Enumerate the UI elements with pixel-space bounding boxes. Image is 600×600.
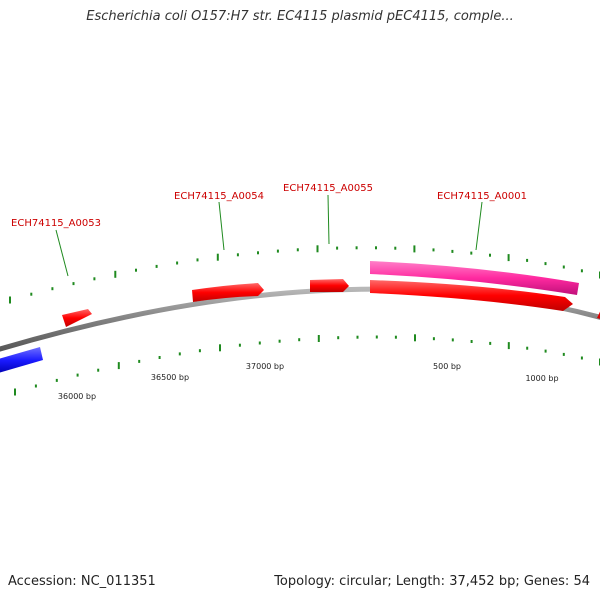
leader-line-a0055 (327, 194, 330, 245)
accession-value: NC_011351 (80, 574, 156, 589)
ticks-group (9, 245, 600, 396)
genes-value: 54 (573, 574, 590, 589)
leader-line-a0053 (55, 229, 69, 277)
leader-line-a0054 (218, 201, 225, 251)
gene-ech74115-a0055[interactable] (310, 279, 349, 292)
bp-label-37000: 37000 bp (246, 362, 284, 371)
bp-label-36000: 36000 bp (58, 392, 96, 401)
gene-label-a0055[interactable]: ECH74115_A0055 (283, 183, 373, 194)
gene-label-a0054[interactable]: ECH74115_A0054 (174, 191, 264, 202)
topology-value: circular (339, 574, 388, 589)
gene-ech74115-a0053[interactable] (62, 309, 92, 327)
gene-label-a0053[interactable]: ECH74115_A0053 (11, 218, 101, 229)
gene-partial-right[interactable] (597, 303, 600, 320)
gene-reverse-blue[interactable] (0, 347, 43, 374)
gene-ech74115-a0054[interactable] (192, 283, 264, 302)
leader-line-a0001 (475, 201, 483, 251)
accession-label: Accession: (8, 574, 77, 589)
map-title: Escherichia coli O157:H7 str. EC4115 pla… (86, 9, 514, 24)
bp-label-500: 500 bp (433, 362, 461, 371)
gene-label-a0001[interactable]: ECH74115_A0001 (437, 191, 527, 202)
bp-label-1000: 1000 bp (525, 374, 558, 383)
accession-info: Accession: NC_011351 (8, 574, 156, 589)
topology-summary: Topology: circular; Length: 37,452 bp; G… (274, 574, 590, 589)
length-label: Length: (395, 574, 446, 589)
gene-forward-long[interactable] (370, 280, 573, 311)
length-value: 37,452 bp (449, 574, 516, 589)
genes-label: Genes: (523, 574, 570, 589)
gene-ech74115-a0001[interactable] (370, 261, 579, 295)
bp-label-36500: 36500 bp (151, 373, 189, 382)
topology-label: Topology: (274, 574, 336, 589)
